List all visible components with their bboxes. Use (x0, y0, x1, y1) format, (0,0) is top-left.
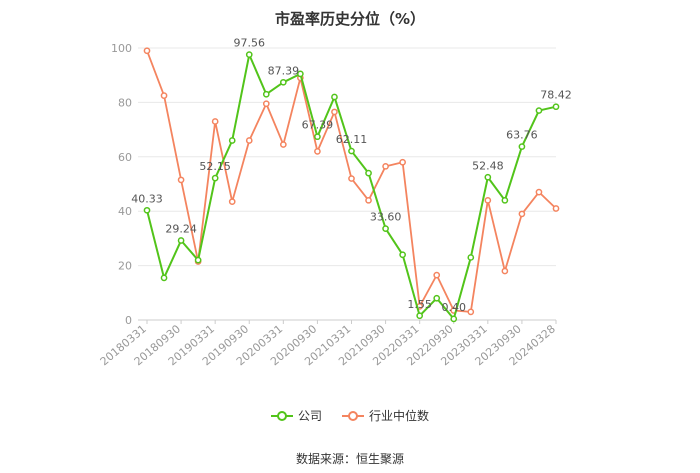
data-point-industry[interactable] (211, 118, 219, 125)
data-label: 52.15 (199, 160, 231, 173)
data-point-industry[interactable] (262, 100, 270, 108)
data-point-industry[interactable] (314, 148, 321, 155)
data-label: 33.60 (370, 211, 402, 224)
data-point-company[interactable] (177, 237, 185, 244)
data-point-company[interactable] (365, 169, 372, 177)
y-tick-label: 100 (111, 42, 132, 55)
data-label: 67.39 (302, 119, 334, 132)
legend-swatch-company (270, 410, 293, 422)
data-point-industry[interactable] (399, 158, 406, 166)
data-point-company[interactable] (331, 93, 338, 101)
y-tick-label: 60 (118, 151, 132, 164)
y-tick-label: 80 (118, 96, 132, 109)
data-point-industry[interactable] (245, 137, 253, 144)
data-point-industry[interactable] (331, 108, 338, 116)
data-label: 52.48 (472, 159, 504, 172)
series-lines (143, 47, 560, 323)
data-point-company[interactable] (211, 174, 219, 182)
data-point-industry[interactable] (143, 47, 151, 55)
data-point-company[interactable] (245, 51, 253, 58)
data-label: 1.55 (407, 298, 432, 311)
data-point-company[interactable] (450, 315, 458, 323)
data-point-company[interactable] (501, 196, 509, 204)
legend-swatch-industry (342, 410, 364, 422)
data-point-company[interactable] (416, 312, 424, 320)
data-label: 87.39 (268, 64, 300, 77)
data-label: 40.33 (131, 192, 163, 205)
y-tick-label: 20 (118, 260, 132, 273)
legend-item-industry[interactable]: 行业中位数 (342, 407, 429, 424)
data-point-industry[interactable] (552, 205, 560, 212)
data-point-industry[interactable] (348, 175, 355, 182)
data-point-company[interactable] (518, 143, 526, 150)
data-point-company[interactable] (143, 206, 151, 214)
data-point-industry[interactable] (365, 196, 372, 204)
legend-label-company: 公司 (297, 409, 322, 423)
legend-item-company[interactable]: 公司 (270, 407, 322, 424)
data-label: 63.76 (506, 129, 538, 142)
data-point-industry[interactable] (501, 267, 509, 275)
data-label: 29.24 (165, 222, 197, 235)
data-point-company[interactable] (382, 225, 389, 232)
data-point-company[interactable] (314, 133, 321, 141)
data-point-industry[interactable] (228, 198, 236, 206)
data-point-company[interactable] (228, 137, 236, 144)
data-point-company[interactable] (262, 90, 270, 98)
data-point-industry[interactable] (177, 176, 185, 184)
data-point-company[interactable] (399, 251, 406, 259)
data-point-company[interactable] (484, 173, 492, 181)
data-point-industry[interactable] (279, 141, 287, 148)
data-point-company[interactable] (279, 78, 287, 86)
data-point-industry[interactable] (467, 308, 475, 316)
legend-label-industry: 行业中位数 (369, 409, 430, 423)
data-point-company[interactable] (552, 103, 560, 111)
data-label: 62.11 (336, 133, 368, 146)
data-point-industry[interactable] (382, 162, 389, 170)
data-point-company[interactable] (194, 256, 202, 264)
data-point-company[interactable] (348, 147, 355, 155)
data-point-industry[interactable] (535, 188, 543, 196)
data-point-industry[interactable] (484, 196, 492, 204)
y-tick-label: 40 (118, 205, 132, 218)
y-tick-label: 0 (125, 314, 132, 327)
data-point-industry[interactable] (518, 210, 526, 218)
data-point-company[interactable] (433, 294, 441, 302)
data-point-company[interactable] (160, 274, 168, 282)
data-point-company[interactable] (467, 254, 475, 261)
data-point-industry[interactable] (160, 92, 168, 99)
data-point-industry[interactable] (433, 271, 441, 279)
source-note: 数据来源：恒生聚源 (295, 452, 404, 466)
data-point-company[interactable] (535, 107, 543, 114)
data-label: 97.56 (234, 37, 266, 50)
series-line-company (146, 53, 557, 320)
data-label: 0.40 (442, 301, 467, 314)
data-label: 78.42 (540, 89, 572, 102)
chart-title: 市盈率历史分位（%） (274, 10, 426, 28)
data-point-company[interactable] (297, 70, 304, 78)
legend: 公司 行业中位数 (0, 407, 700, 424)
